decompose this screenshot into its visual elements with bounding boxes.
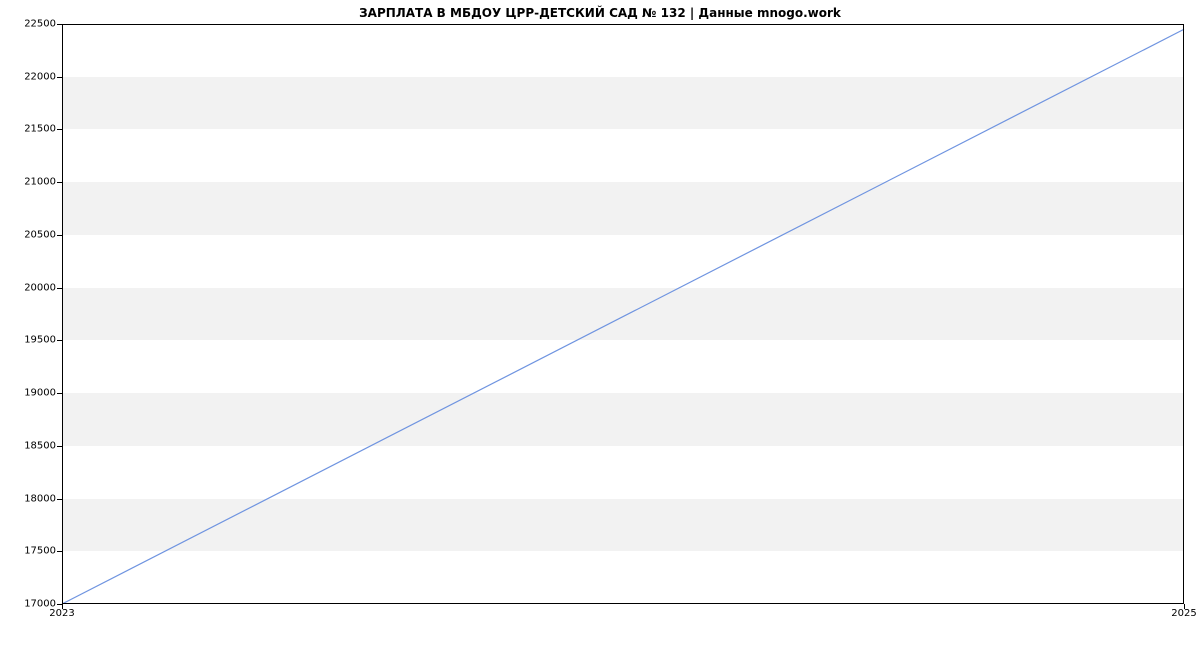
plot-area: 1700017500180001850019000195002000020500… [62, 24, 1184, 604]
chart-title: ЗАРПЛАТА В МБДОУ ЦРР-ДЕТСКИЙ САД № 132 |… [0, 6, 1200, 20]
x-tick-mark [62, 604, 63, 609]
y-tick-mark [57, 129, 62, 130]
y-tick-mark [57, 235, 62, 236]
y-tick-mark [57, 182, 62, 183]
plot-border-bottom [62, 603, 1184, 604]
y-tick-mark [57, 551, 62, 552]
plot-border-top [62, 24, 1184, 25]
x-tick-mark [1184, 604, 1185, 609]
line-layer [62, 24, 1184, 604]
series-line [62, 29, 1184, 604]
y-tick-mark [57, 446, 62, 447]
chart-container: ЗАРПЛАТА В МБДОУ ЦРР-ДЕТСКИЙ САД № 132 |… [0, 0, 1200, 650]
y-tick-mark [57, 24, 62, 25]
y-tick-mark [57, 288, 62, 289]
y-tick-mark [57, 393, 62, 394]
plot-border-left [62, 24, 63, 604]
plot-border-right [1183, 24, 1184, 604]
y-tick-mark [57, 77, 62, 78]
y-tick-mark [57, 340, 62, 341]
y-tick-mark [57, 499, 62, 500]
